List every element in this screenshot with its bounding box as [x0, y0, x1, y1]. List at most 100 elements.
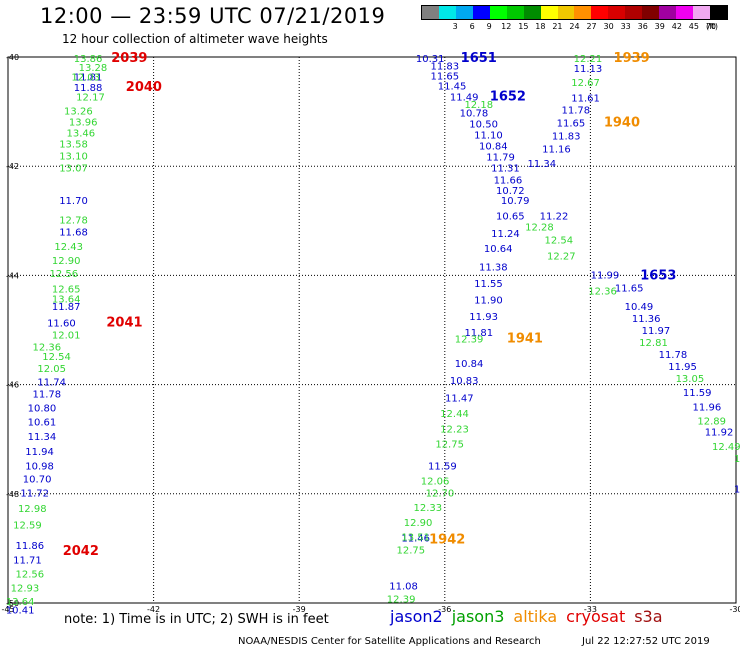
wave-height-label: 13.18	[734, 454, 740, 465]
wave-height-label: 11.47	[445, 394, 474, 405]
wave-height-label: 11.70	[59, 196, 88, 207]
pass-time-label: 2041	[106, 315, 142, 330]
wave-height-label: 13.10	[59, 151, 88, 162]
wave-height-label: 10.78	[460, 109, 489, 120]
color-swatch	[574, 6, 592, 19]
y-tick-label: -44	[6, 271, 19, 280]
wave-height-label: 11.65	[557, 119, 586, 130]
pass-time-label: 2040	[126, 80, 162, 95]
wave-height-label: 11.66	[494, 175, 523, 186]
color-scale-label: 70	[705, 22, 717, 31]
pass-time-label: 1940	[604, 116, 640, 131]
credit-line: NOAA/NESDIS Center for Satellite Applica…	[238, 636, 541, 647]
color-scale-label: 24	[569, 22, 580, 31]
color-swatch	[422, 6, 439, 19]
wave-height-label: 12.54	[42, 352, 71, 363]
color-scale-label: 9	[486, 22, 492, 31]
wave-height-label: 11.31	[491, 163, 520, 174]
color-scale-label: 33	[620, 22, 631, 31]
wave-height-label: 11.81	[74, 73, 103, 84]
color-scale-label: 3	[452, 22, 458, 31]
color-scale-label: 36	[637, 22, 648, 31]
wave-height-label: 11.10	[474, 131, 503, 142]
wave-height-label: 11.88	[74, 83, 103, 94]
wave-height-label: 11.94	[25, 447, 54, 458]
color-scale-label: 21	[552, 22, 563, 31]
wave-height-label: 10.80	[28, 404, 57, 415]
wave-height-label: 11.72	[20, 489, 49, 500]
wave-height-label: 11.74	[37, 377, 66, 388]
wave-height-label: 12.33	[413, 503, 442, 514]
color-swatch	[659, 6, 677, 19]
wave-height-label: 13.51	[401, 532, 430, 543]
pass-time-label: 1653	[640, 268, 676, 283]
x-tick-label: -45	[1, 605, 14, 614]
wave-height-label: 12.01	[52, 330, 81, 341]
wave-height-label: 10.61	[28, 418, 57, 429]
wave-height-label: 11.90	[474, 295, 503, 306]
wave-height-label: 11.55	[474, 279, 503, 290]
wave-height-label: 11.93	[469, 312, 498, 323]
wave-height-label: 11.65	[430, 72, 459, 83]
wave-height-label: 12.81	[639, 338, 668, 349]
wave-height-label: 12.06	[421, 477, 450, 488]
y-tick-label: -50	[6, 599, 19, 608]
chart-title: 12:00 — 23:59 UTC 07/21/2019	[40, 4, 386, 28]
wave-height-label: 12.27	[547, 252, 576, 263]
wave-height-label: 11.99	[591, 270, 620, 281]
color-scale-label: 12	[501, 22, 512, 31]
wave-height-label: 10.83	[450, 376, 479, 387]
wave-height-label: 12.36	[33, 342, 62, 353]
wave-height-label: 13.05	[676, 374, 705, 385]
wave-height-label: 11.45	[438, 81, 467, 92]
wave-height-label: 12.75	[435, 440, 464, 451]
wave-height-label: 11.59	[428, 461, 457, 472]
wave-height-label: 12.21	[574, 54, 603, 65]
wave-height-label: 11.22	[540, 211, 569, 222]
wave-height-label: 10.50	[469, 120, 498, 131]
wave-height-label: 13.58	[59, 139, 88, 150]
plot-frame	[7, 56, 737, 604]
wave-height-label: 11.81	[464, 328, 493, 339]
color-swatch	[642, 6, 660, 19]
color-swatch	[489, 6, 507, 19]
generation-timestamp: Jul 22 12:27:52 UTC 2019	[582, 636, 710, 647]
color-swatch	[557, 6, 575, 19]
color-swatch	[472, 6, 490, 19]
wave-height-label: 12.28	[525, 222, 554, 233]
wave-height-label: 10.65	[496, 211, 525, 222]
wave-height-label: 10.98	[25, 461, 54, 472]
wave-height-label: 13.46	[66, 128, 95, 139]
color-swatch	[523, 6, 541, 19]
wave-height-label: 12.75	[397, 545, 426, 556]
color-scale-label: 30	[603, 22, 614, 31]
color-scale-bar	[421, 5, 728, 20]
wave-height-label: 10.64	[484, 244, 513, 255]
satellite-legend-item: altika	[513, 607, 558, 626]
wave-height-label: 12.54	[545, 235, 574, 246]
wave-height-label: 10.70	[23, 475, 52, 486]
wave-height-label: 11.59	[683, 388, 712, 399]
wave-height-label: 11.34	[28, 432, 57, 443]
wave-height-label: 11.87	[52, 302, 81, 313]
wave-height-label: 11.96	[693, 402, 722, 413]
wave-height-label: 11.95	[668, 362, 697, 373]
chart-subtitle: 12 hour collection of altimeter wave hei…	[62, 32, 328, 46]
wave-height-label: 12.39	[387, 595, 416, 606]
pass-time-label: 1651	[461, 51, 497, 66]
wave-height-label: 10.79	[501, 196, 530, 207]
wave-height-label: 13.64	[52, 294, 81, 305]
wave-height-label: 13.28	[79, 63, 108, 74]
wave-height-label: 11.24	[491, 229, 520, 240]
wave-height-label: 12.39	[455, 335, 484, 346]
color-scale-label: 39	[654, 22, 665, 31]
wave-height-label: 11.78	[659, 350, 688, 361]
satellite-legend: jason2 jason3 altika cryosat s3a	[390, 607, 672, 626]
wave-height-label: 10.93	[734, 484, 740, 495]
wave-height-label: 11.68	[59, 228, 88, 239]
wave-height-label: 13.96	[69, 117, 98, 128]
wave-height-label: 12.67	[571, 78, 600, 89]
wave-height-label: 12.49	[712, 442, 740, 453]
wave-height-label: 11.38	[479, 263, 508, 274]
pass-time-label: 2039	[111, 51, 147, 66]
